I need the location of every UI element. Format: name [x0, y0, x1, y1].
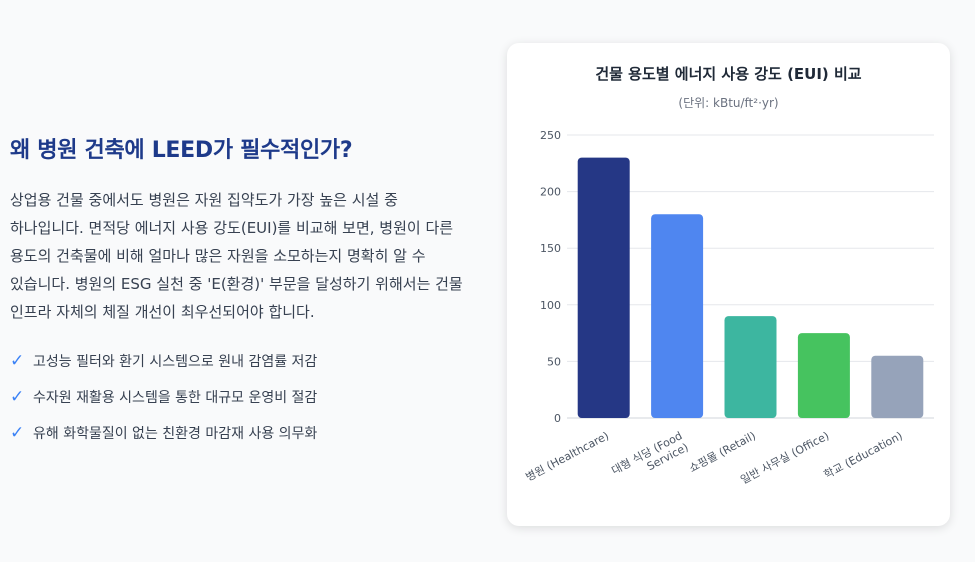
check-icon: ✓: [10, 351, 25, 371]
benefit-checklist: ✓ 고성능 필터와 환기 시스템으로 원내 감염률 저감 ✓ 수자원 재활용 시…: [10, 343, 480, 451]
y-tick-label: 0: [554, 412, 561, 425]
x-tick-label: 쇼핑몰 (Retail): [687, 429, 758, 475]
y-tick-label: 50: [547, 355, 561, 368]
article-section: 왜 병원 건축에 LEED가 필수적인가? 상업용 건물 중에서도 병원은 자원…: [10, 134, 480, 451]
x-tick-label-line: 쇼핑몰 (Retail): [687, 429, 758, 475]
chart-title: 건물 용도별 에너지 사용 강도 (EUI) 비교: [595, 65, 862, 83]
checklist-item-text: 고성능 필터와 환기 시스템으로 원내 감염률 저감: [33, 354, 318, 370]
bar: [651, 214, 704, 418]
checklist-item-text: 유해 화학물질이 없는 친환경 마감재 사용 의무화: [33, 426, 318, 442]
x-tick-label-line: 학교 (Education): [822, 429, 905, 481]
bar: [871, 355, 924, 418]
chart-card: 건물 용도별 에너지 사용 강도 (EUI) 비교 (단위: kBtu/ft²·…: [507, 43, 950, 526]
x-tick-label: 병원 (Healthcare): [524, 429, 612, 484]
chart-subtitle: (단위: kBtu/ft²·yr): [678, 96, 779, 110]
checklist-item: ✓ 고성능 필터와 환기 시스템으로 원내 감염률 저감: [10, 343, 480, 379]
check-icon: ✓: [10, 423, 25, 443]
checklist-item: ✓ 유해 화학물질이 없는 친환경 마감재 사용 의무화: [10, 415, 480, 451]
x-tick-label: 학교 (Education): [822, 429, 905, 481]
check-icon: ✓: [10, 387, 25, 407]
eui-bar-chart: 0 50 100 150 200 250 병원 (Healthcare)대형 식당 (Foo…: [524, 129, 934, 489]
article-headline: 왜 병원 건축에 LEED가 필수적인가?: [10, 138, 353, 163]
y-tick-label: 150: [540, 242, 561, 255]
x-tick-label: 대형 식당 (FoodService): [609, 429, 690, 489]
bar: [577, 157, 630, 418]
checklist-item: ✓ 수자원 재활용 시스템을 통한 대규모 운영비 절감: [10, 379, 480, 415]
y-tick-label: 250: [540, 129, 561, 142]
article-body: 상업용 건물 중에서도 병원은 자원 집약도가 가장 높은 시설 중 하나입니다…: [10, 191, 463, 321]
x-tick-label-line: 병원 (Healthcare): [524, 429, 612, 484]
bar: [724, 316, 777, 418]
y-tick-label: 100: [540, 299, 561, 312]
checklist-item-text: 수자원 재활용 시스템을 통한 대규모 운영비 절감: [33, 390, 318, 406]
bar: [797, 333, 850, 418]
y-tick-label: 200: [540, 186, 561, 199]
